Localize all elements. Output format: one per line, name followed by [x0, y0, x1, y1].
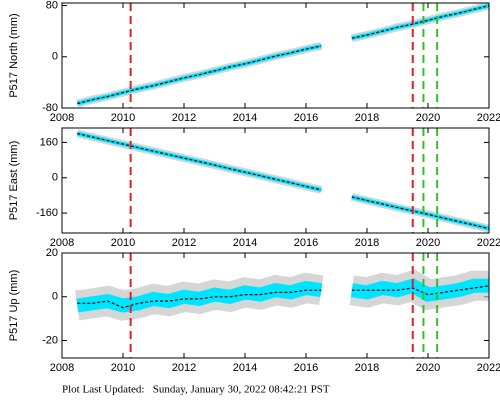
x-tick-label: 2008	[50, 237, 74, 249]
y-tick-label: 80	[46, 0, 58, 11]
x-tick-label: 2022	[477, 237, 500, 249]
x-tick-label: 2020	[416, 237, 440, 249]
plot-frame	[61, 127, 490, 234]
x-tick-label: 2010	[111, 237, 135, 249]
y-tick-label: 0	[52, 291, 58, 303]
footer: Plot Last Updated: Sunday, January 30, 2…	[62, 384, 330, 396]
x-tick-label: 2018	[355, 362, 379, 374]
x-tick-label: 2014	[233, 237, 257, 249]
x-tick-label: 2016	[294, 237, 318, 249]
x-tick-label: 2016	[294, 362, 318, 374]
x-tick-label: 2008	[50, 362, 74, 374]
y-tick-label: -160	[36, 207, 58, 219]
x-tick-label: 2022	[477, 362, 500, 374]
plot-frame	[61, 252, 490, 359]
y-axis-label: P517 Up (mm)	[8, 270, 20, 342]
y-axis-label: P517 North (mm)	[8, 13, 20, 97]
y-tick-label: 20	[46, 247, 58, 259]
model-line	[77, 285, 490, 309]
x-tick-label: 2014	[233, 362, 257, 374]
x-tick-label: 2008	[50, 112, 74, 124]
x-tick-label: 2018	[355, 237, 379, 249]
x-tick-label: 2020	[416, 362, 440, 374]
model-line	[77, 132, 490, 230]
x-tick-label: 2016	[294, 112, 318, 124]
x-tick-label: 2012	[172, 112, 196, 124]
y-tick-label: 160	[40, 136, 58, 148]
x-tick-label: 2012	[172, 362, 196, 374]
model-line	[77, 5, 490, 105]
y-tick-label: -80	[42, 102, 58, 114]
y-tick-label: 0	[52, 51, 58, 63]
x-tick-label: 2018	[355, 112, 379, 124]
x-tick-label: 2014	[233, 112, 257, 124]
y-axis-label: P517 East (mm)	[8, 141, 20, 220]
y-tick-label: 0	[52, 172, 58, 184]
y-tick-label: -20	[42, 334, 58, 346]
x-tick-label: 2020	[416, 112, 440, 124]
x-tick-label: 2022	[477, 112, 500, 124]
x-tick-label: 2012	[172, 237, 196, 249]
plot-frame	[61, 2, 490, 109]
x-tick-label: 2010	[111, 362, 135, 374]
x-tick-label: 2010	[111, 112, 135, 124]
